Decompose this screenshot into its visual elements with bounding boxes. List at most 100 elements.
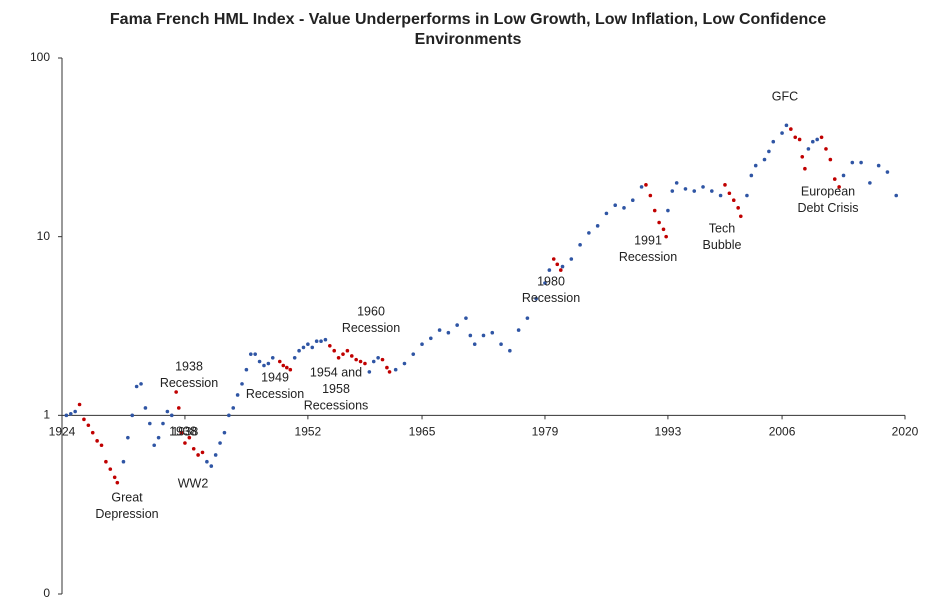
point (569, 257, 574, 261)
point (446, 330, 451, 335)
point (297, 348, 301, 353)
point (841, 173, 846, 178)
point (332, 348, 337, 353)
annotation: Depression (95, 507, 158, 521)
point (235, 393, 240, 397)
point (176, 406, 181, 410)
point (99, 443, 104, 448)
point (270, 355, 275, 360)
x-tick-label: 1993 (655, 425, 682, 439)
point (657, 220, 661, 225)
point (613, 203, 618, 208)
point (165, 409, 170, 414)
point (253, 352, 257, 356)
point (191, 446, 196, 451)
point (815, 137, 819, 142)
point (126, 435, 130, 440)
point (543, 281, 547, 285)
point (648, 193, 653, 198)
point (789, 127, 793, 131)
point (310, 345, 315, 350)
point (262, 363, 266, 368)
x-tick-label: 2020 (892, 425, 919, 439)
point (736, 206, 740, 210)
annotation: Tech (709, 221, 735, 235)
point (525, 316, 530, 320)
annotation: Debt Crisis (797, 201, 858, 215)
point (336, 355, 341, 360)
point (139, 382, 143, 386)
point (341, 352, 345, 356)
point (674, 181, 679, 185)
point (718, 193, 723, 198)
annotation: Great (111, 490, 143, 504)
point (885, 170, 890, 174)
point (285, 365, 289, 370)
point (73, 409, 77, 414)
point (323, 337, 328, 342)
point (121, 459, 126, 464)
point (130, 413, 135, 418)
point (64, 413, 69, 418)
point (301, 345, 306, 350)
point (367, 370, 372, 374)
point (683, 187, 688, 191)
annotation: Recession (246, 387, 304, 401)
point (560, 264, 565, 269)
point (547, 268, 552, 272)
point (468, 333, 473, 338)
point (868, 181, 872, 185)
point (837, 185, 841, 189)
point (108, 467, 113, 471)
point (227, 413, 231, 418)
point (385, 365, 389, 370)
point (767, 149, 771, 154)
point (828, 157, 833, 162)
annotation: Recession (522, 291, 580, 305)
point (738, 214, 743, 219)
point (393, 367, 398, 372)
point (354, 357, 358, 362)
point (661, 227, 666, 232)
y-tick-label: 100 (30, 50, 50, 64)
annotation: Recession (619, 250, 677, 264)
point (240, 382, 244, 386)
point (723, 183, 727, 187)
point (174, 390, 178, 394)
point (437, 328, 442, 332)
point (508, 348, 512, 353)
y-tick-label: 0 (43, 586, 50, 600)
point (803, 166, 807, 171)
point (771, 139, 776, 144)
point (187, 435, 192, 440)
point (402, 361, 407, 366)
point (558, 268, 563, 272)
annotation: 1958 (322, 382, 350, 396)
annotation: Recession (160, 376, 218, 390)
point (244, 367, 249, 372)
point (806, 147, 811, 151)
point (218, 441, 222, 445)
point (824, 147, 828, 151)
point (455, 323, 459, 327)
point (800, 154, 805, 159)
point (371, 359, 376, 364)
point (115, 480, 120, 485)
point (143, 406, 148, 410)
x-tick-label: 1924 (49, 425, 76, 439)
point (161, 421, 165, 426)
point (630, 198, 635, 202)
point (578, 243, 582, 247)
point (277, 359, 282, 364)
point (780, 131, 784, 135)
annotation: 1960 (357, 304, 385, 318)
point (516, 328, 521, 332)
point (183, 441, 187, 445)
point (587, 231, 591, 235)
y-tick-label: 1 (43, 408, 50, 422)
point (639, 185, 644, 189)
annotation: European (801, 184, 855, 198)
point (231, 406, 236, 410)
point (664, 234, 668, 239)
